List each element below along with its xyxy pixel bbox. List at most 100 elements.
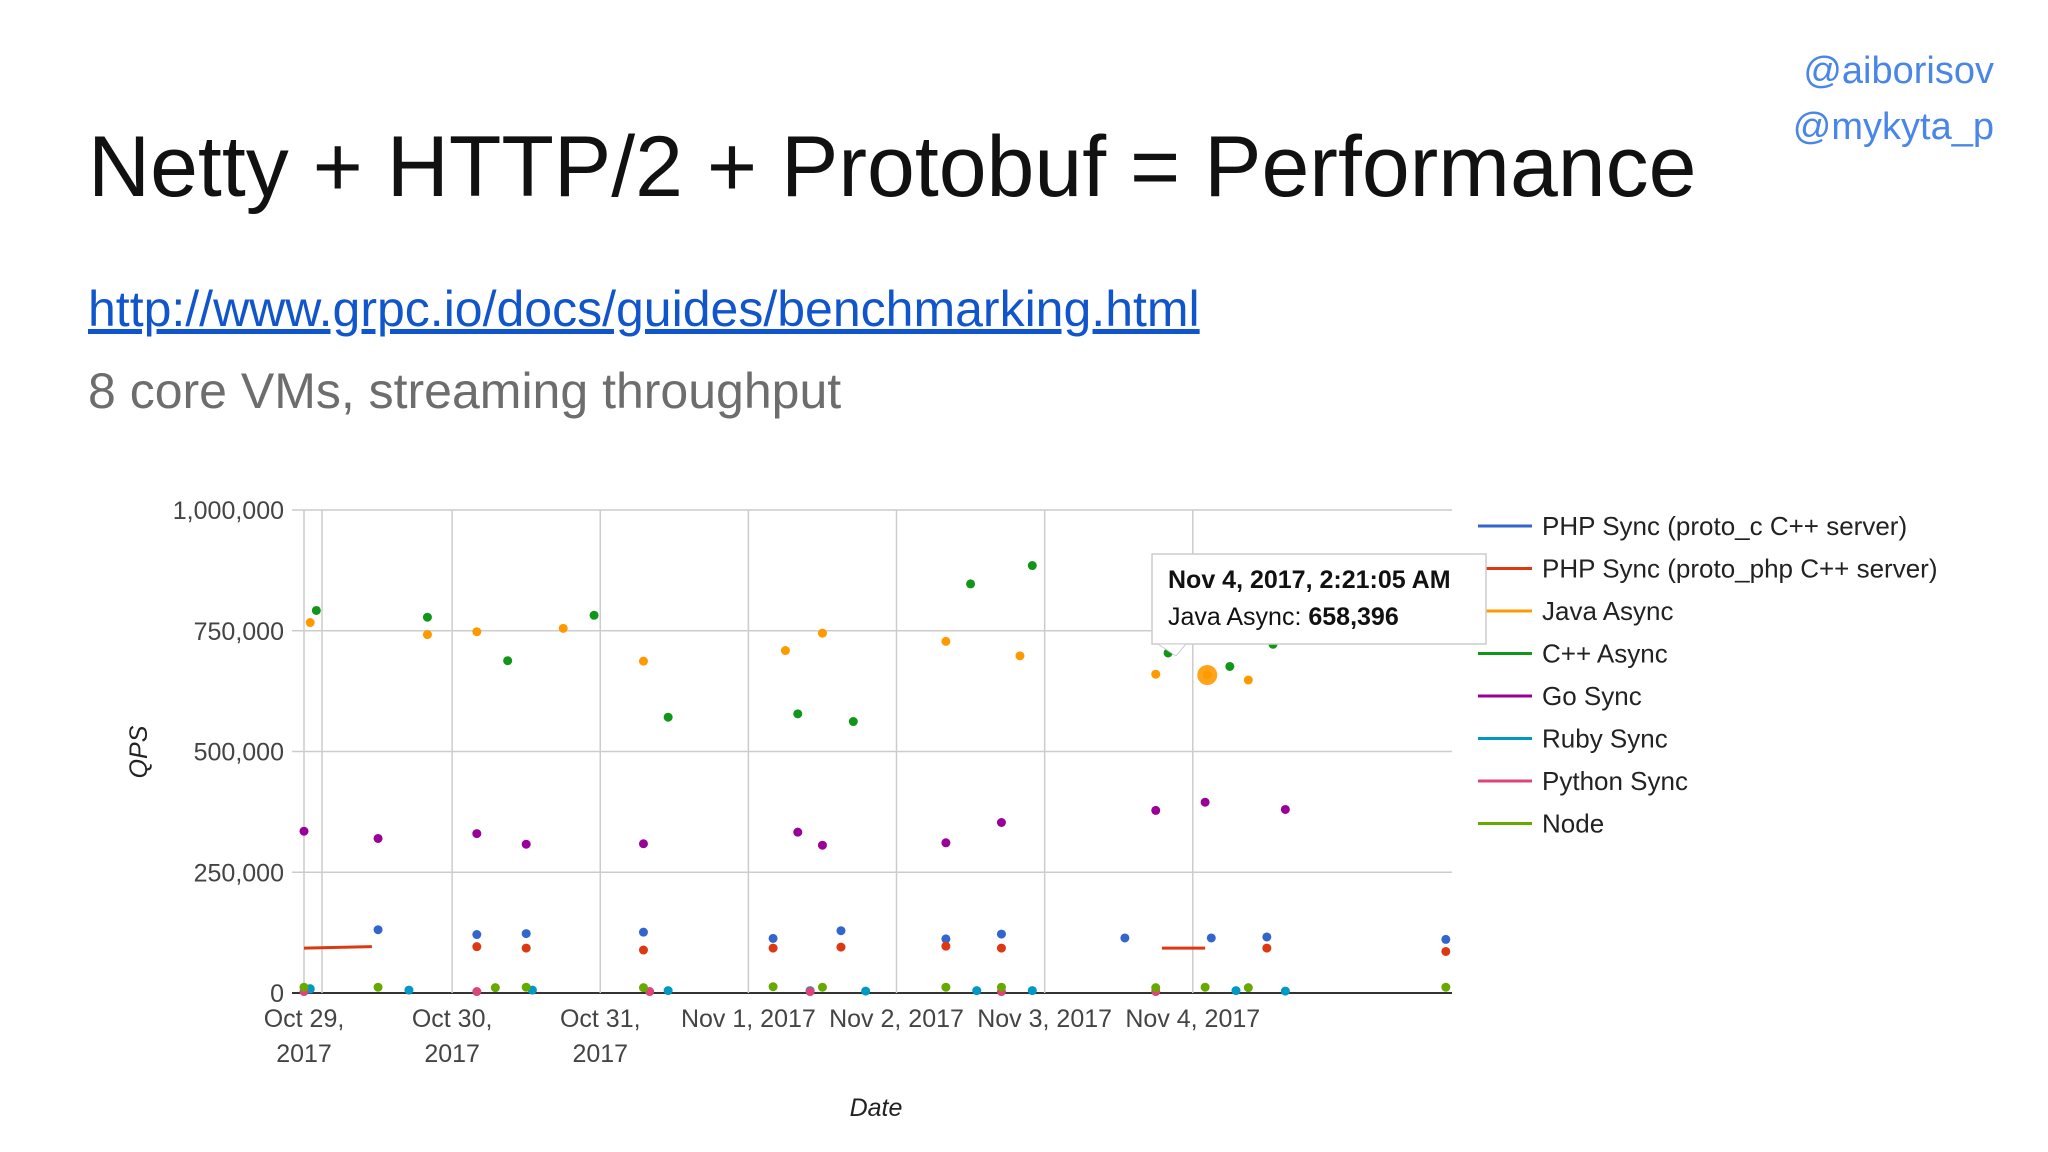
data-point[interactable] bbox=[490, 983, 500, 993]
data-point[interactable] bbox=[558, 623, 568, 633]
data-point[interactable] bbox=[1441, 946, 1451, 956]
y-tick-label: 750,000 bbox=[194, 618, 284, 646]
data-point[interactable] bbox=[521, 943, 531, 953]
legend-label[interactable]: Node bbox=[1542, 809, 1604, 839]
data-point[interactable] bbox=[299, 826, 309, 836]
data-point[interactable] bbox=[966, 579, 976, 589]
data-point[interactable] bbox=[472, 829, 482, 839]
data-point[interactable] bbox=[663, 712, 673, 722]
data-point[interactable] bbox=[996, 818, 1006, 828]
benchmark-link[interactable]: http://www.grpc.io/docs/guides/benchmark… bbox=[88, 281, 1200, 337]
data-point[interactable] bbox=[1200, 982, 1210, 992]
data-point[interactable] bbox=[1151, 669, 1161, 679]
data-point[interactable] bbox=[861, 986, 871, 996]
data-point[interactable] bbox=[996, 929, 1006, 939]
data-point[interactable] bbox=[941, 941, 951, 951]
highlighted-point[interactable] bbox=[1197, 664, 1218, 685]
data-point[interactable] bbox=[768, 982, 778, 992]
data-point[interactable] bbox=[1027, 986, 1037, 996]
data-point[interactable] bbox=[848, 717, 858, 727]
data-point[interactable] bbox=[472, 627, 482, 637]
data-point[interactable] bbox=[422, 612, 432, 622]
data-point[interactable] bbox=[1027, 561, 1037, 571]
series-4 bbox=[299, 797, 1290, 850]
data-point[interactable] bbox=[1206, 933, 1216, 943]
data-point[interactable] bbox=[793, 827, 803, 837]
data-point[interactable] bbox=[1280, 986, 1290, 996]
data-point[interactable] bbox=[521, 839, 531, 849]
y-axis: 0 250,000 500,000 750,000 1,000,000 bbox=[173, 497, 284, 1008]
data-point[interactable] bbox=[373, 925, 383, 935]
data-point[interactable] bbox=[373, 982, 383, 992]
data-point[interactable] bbox=[521, 929, 531, 939]
legend-label[interactable]: Python Sync bbox=[1542, 766, 1688, 796]
data-point[interactable] bbox=[638, 656, 648, 666]
data-point[interactable] bbox=[1200, 797, 1210, 807]
legend-label[interactable]: C++ Async bbox=[1542, 639, 1668, 669]
data-point[interactable] bbox=[404, 985, 414, 995]
x-tick-label: Oct 31, bbox=[560, 1005, 641, 1033]
data-point[interactable] bbox=[472, 987, 482, 997]
data-point[interactable] bbox=[768, 943, 778, 953]
data-point[interactable] bbox=[638, 945, 648, 955]
data-point[interactable] bbox=[996, 943, 1006, 953]
data-point[interactable] bbox=[817, 982, 827, 992]
data-point[interactable] bbox=[1243, 983, 1253, 993]
data-point[interactable] bbox=[311, 605, 321, 615]
data-point[interactable] bbox=[521, 982, 531, 992]
data-point[interactable] bbox=[1441, 982, 1451, 992]
twitter-handle-mykyta[interactable]: @mykyta_p bbox=[1792, 106, 1994, 148]
series-layer bbox=[299, 561, 1451, 997]
data-point[interactable] bbox=[638, 927, 648, 937]
tooltip: Nov 4, 2017, 2:21:05 AM Java Async: 658,3… bbox=[1151, 553, 1487, 685]
data-point[interactable] bbox=[373, 833, 383, 843]
data-point[interactable] bbox=[1441, 934, 1451, 944]
legend-label[interactable]: Java Async bbox=[1542, 596, 1674, 626]
data-point[interactable] bbox=[836, 926, 846, 936]
series-line-segment bbox=[303, 945, 372, 950]
x-tick-label: 2017 bbox=[424, 1040, 480, 1068]
data-point[interactable] bbox=[1262, 932, 1272, 942]
data-point[interactable] bbox=[1151, 805, 1161, 815]
data-point[interactable] bbox=[299, 982, 309, 992]
data-point[interactable] bbox=[1262, 943, 1272, 953]
data-point[interactable] bbox=[1231, 986, 1241, 996]
y-axis-title: QPS bbox=[125, 725, 153, 778]
legend-label[interactable]: Ruby Sync bbox=[1542, 724, 1668, 754]
data-point[interactable] bbox=[472, 930, 482, 940]
data-point[interactable] bbox=[503, 656, 513, 666]
data-point[interactable] bbox=[1225, 661, 1235, 671]
data-point[interactable] bbox=[996, 982, 1006, 992]
data-point[interactable] bbox=[1151, 983, 1161, 993]
legend-label[interactable]: PHP Sync (proto_c C++ server) bbox=[1542, 511, 1907, 541]
data-point[interactable] bbox=[663, 986, 673, 996]
data-point[interactable] bbox=[1280, 804, 1290, 814]
legend-label[interactable]: Go Sync bbox=[1542, 681, 1642, 711]
data-point[interactable] bbox=[941, 934, 951, 944]
data-point[interactable] bbox=[1015, 651, 1025, 661]
data-point[interactable] bbox=[793, 709, 803, 719]
data-point[interactable] bbox=[768, 933, 778, 943]
data-point[interactable] bbox=[1120, 933, 1130, 943]
twitter-handle-aiborisov[interactable]: @aiborisov bbox=[1803, 50, 1994, 92]
data-point[interactable] bbox=[638, 983, 648, 993]
data-point[interactable] bbox=[472, 942, 482, 952]
data-point[interactable] bbox=[1243, 675, 1253, 685]
data-point[interactable] bbox=[972, 986, 982, 996]
data-point[interactable] bbox=[638, 839, 648, 849]
data-point[interactable] bbox=[817, 840, 827, 850]
series-1 bbox=[303, 941, 1451, 956]
data-point[interactable] bbox=[589, 610, 599, 620]
data-point[interactable] bbox=[941, 982, 951, 992]
data-point[interactable] bbox=[422, 630, 432, 640]
data-point[interactable] bbox=[836, 942, 846, 952]
data-point[interactable] bbox=[941, 838, 951, 848]
data-point[interactable] bbox=[780, 646, 790, 656]
data-point[interactable] bbox=[805, 987, 815, 997]
legend-label[interactable]: PHP Sync (proto_php C++ server) bbox=[1542, 554, 1937, 584]
tooltip-box bbox=[1151, 553, 1487, 645]
data-point[interactable] bbox=[305, 618, 315, 628]
data-point[interactable] bbox=[817, 628, 827, 638]
data-point[interactable] bbox=[941, 636, 951, 646]
series-0 bbox=[305, 925, 1451, 994]
